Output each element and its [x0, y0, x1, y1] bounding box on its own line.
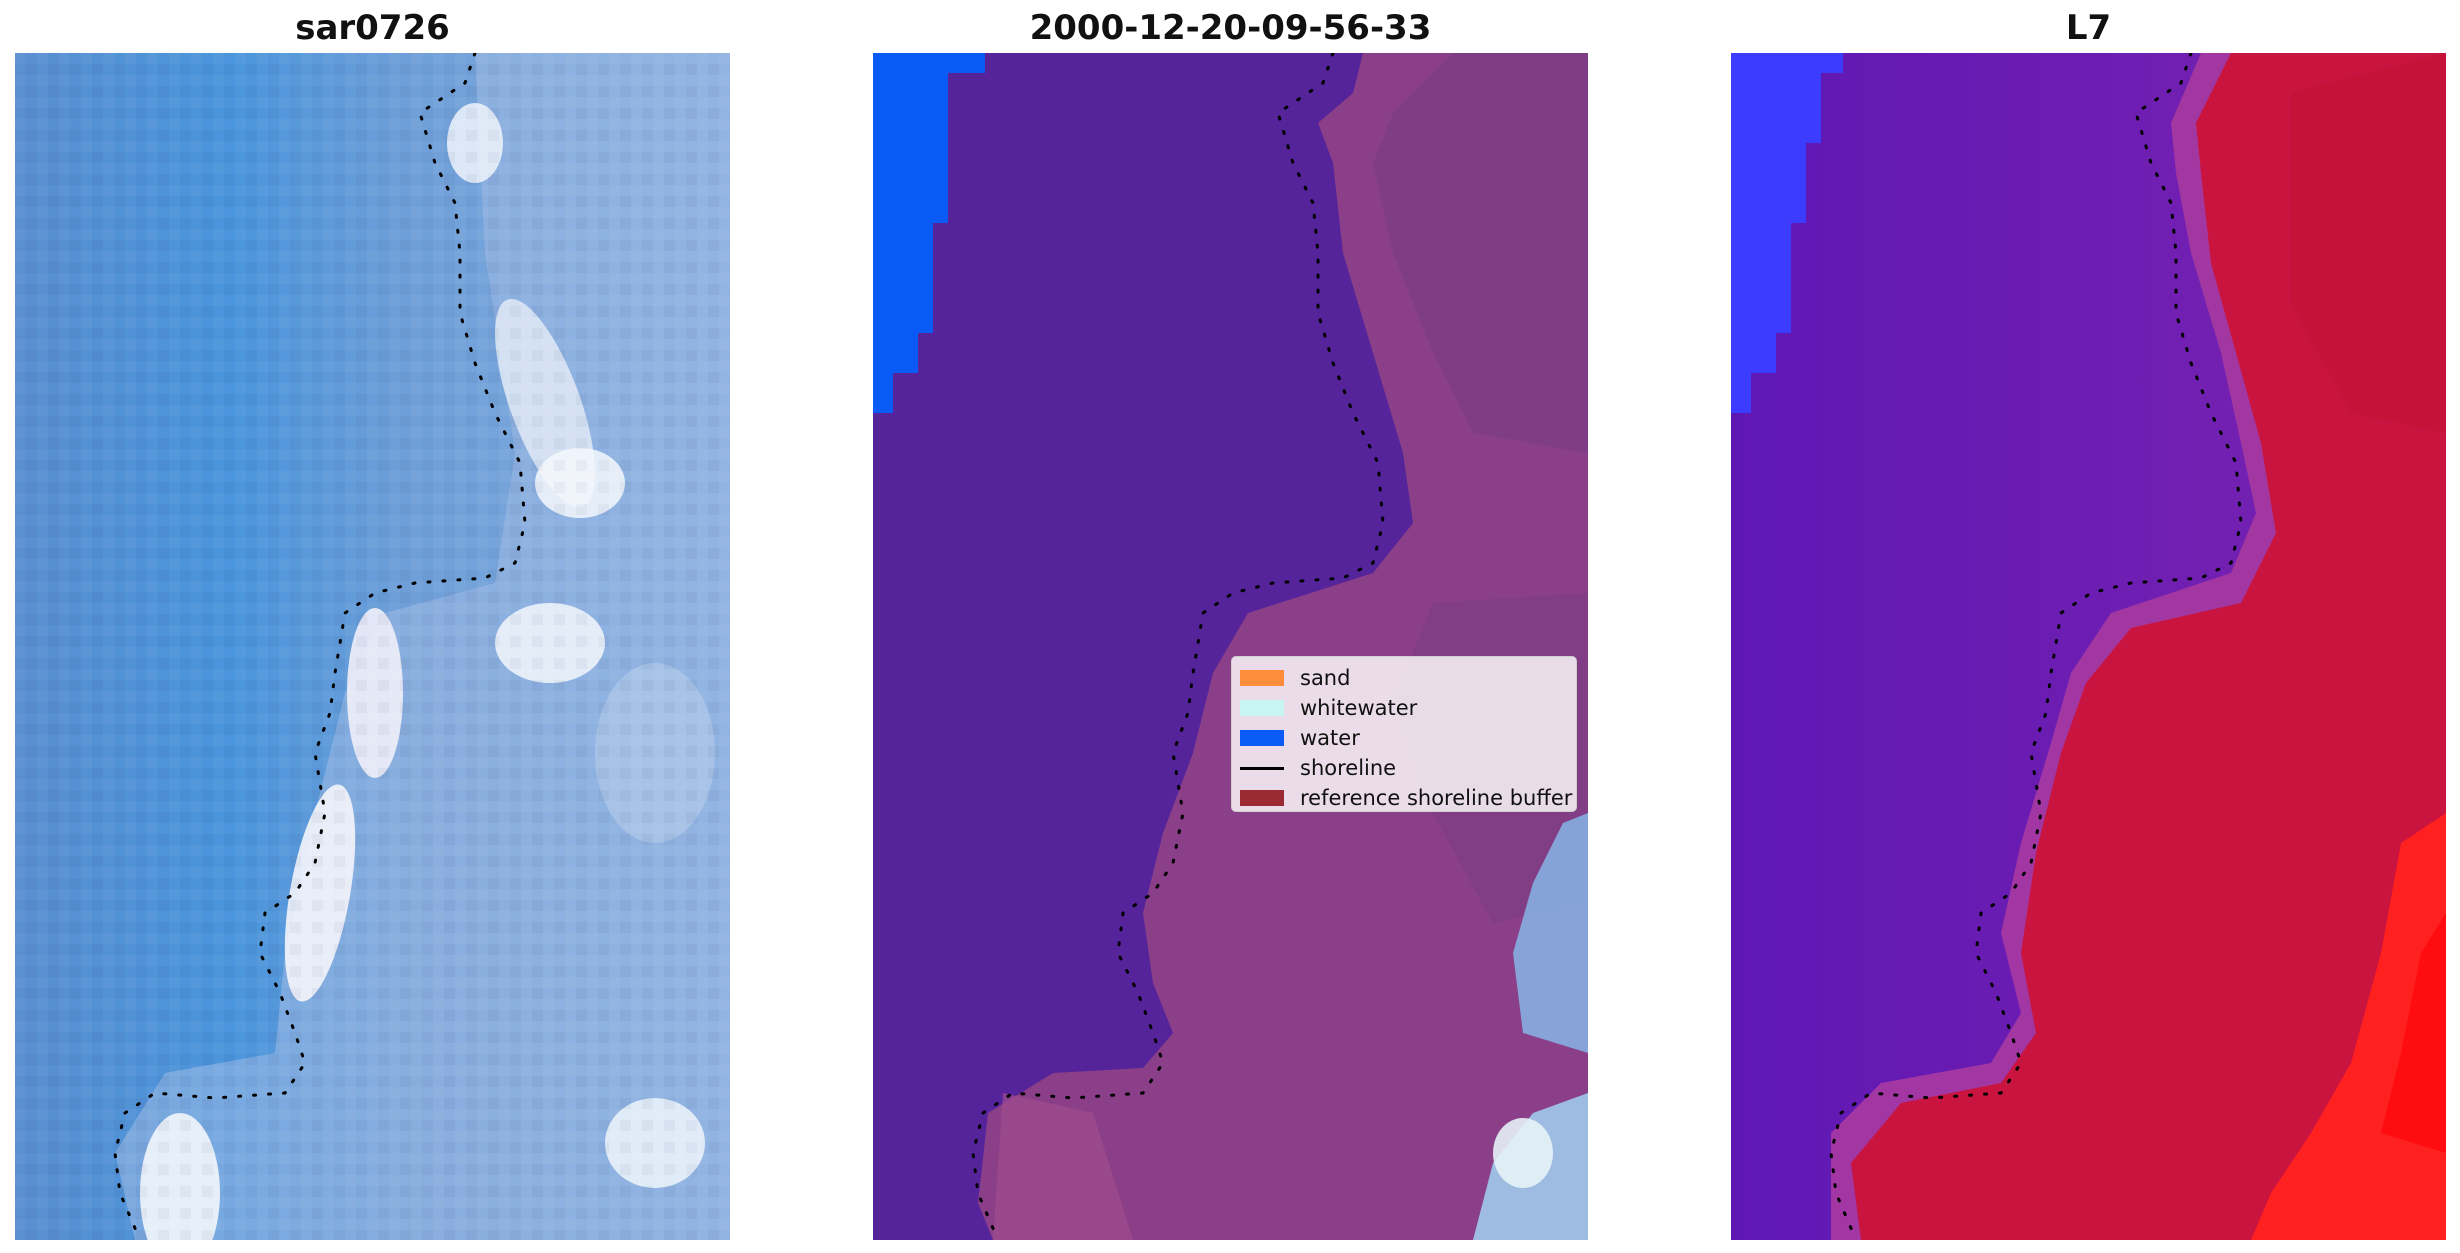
legend-label: water	[1300, 726, 1360, 750]
whitewater-swatch	[1240, 700, 1284, 716]
classification-image	[873, 53, 1588, 1240]
ndwi-panel	[1731, 53, 2446, 1240]
legend-item-shoreline: shoreline	[1240, 753, 1568, 783]
ndwi-image	[1731, 53, 2446, 1240]
shoreline-line-swatch	[1240, 766, 1284, 770]
classification-panel	[873, 53, 1588, 1240]
sand-swatch	[1240, 670, 1284, 686]
panel-title-rgb: sar0726	[295, 8, 450, 48]
legend-item-water: water	[1240, 723, 1568, 753]
legend-item-sand: sand	[1240, 663, 1568, 693]
panel-title-classification: 2000-12-20-09-56-33	[1029, 8, 1432, 48]
rgb-image	[15, 53, 730, 1240]
legend-item-reference-buffer: reference shoreline buffer	[1240, 783, 1572, 813]
legend-label: sand	[1300, 666, 1351, 690]
legend-label: shoreline	[1300, 756, 1397, 780]
legend-label: reference shoreline buffer	[1300, 786, 1573, 810]
water-swatch	[1240, 730, 1284, 746]
rgb-image-panel	[15, 53, 730, 1240]
legend-label: whitewater	[1300, 696, 1418, 720]
legend-item-whitewater: whitewater	[1240, 693, 1568, 723]
panel-title-ndwi: L7	[2065, 8, 2112, 48]
legend: sand whitewater water shoreline referenc…	[1231, 656, 1577, 812]
reference-buffer-swatch	[1240, 790, 1284, 806]
